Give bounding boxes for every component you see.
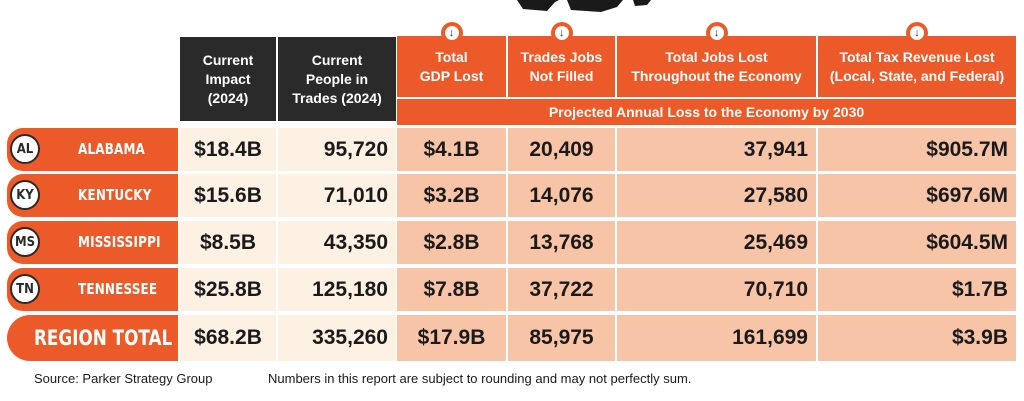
down-arrow-glyph: ↓ (554, 26, 569, 40)
table-cell: 37,941 (617, 128, 816, 171)
group-header: Projected Annual Loss to the Economy by … (397, 99, 1016, 125)
region-total-bar (7, 315, 178, 361)
column-header-line: Not Filled (529, 67, 594, 84)
table-cell: $3.2B (397, 174, 506, 217)
total-cell: 85,975 (508, 315, 615, 361)
state-name: KENTUCKY (78, 186, 152, 204)
table-cell: 71,010 (278, 174, 396, 217)
region-total-label: REGION TOTAL (34, 326, 173, 350)
table-cell: $1.7B (818, 268, 1016, 311)
total-cell: $3.9B (818, 315, 1016, 361)
down-arrow-icon: ↓ (440, 22, 463, 44)
table-cell: 25,469 (617, 221, 816, 264)
state-name: ALABAMA (78, 140, 146, 158)
table-cell: 20,409 (508, 128, 615, 171)
table-cell: 125,180 (278, 268, 396, 311)
table-cell: 27,580 (617, 174, 816, 217)
column-header-line: Impact (205, 70, 251, 87)
source-note: Source: Parker Strategy Group (34, 371, 213, 386)
total-cell: $68.2B (180, 315, 276, 361)
column-header-line: Total Tax Revenue Lost (839, 48, 995, 65)
column-header: Total Tax Revenue Lost (Local, State, and… (818, 36, 1016, 97)
down-arrow-icon: ↓ (705, 22, 728, 44)
column-header-line: Trades (2024) (292, 89, 382, 106)
table-cell: $7.8B (397, 268, 506, 311)
column-header: Total GDP Lost (397, 36, 506, 97)
column-header-line: People in (305, 70, 369, 87)
column-header-line: (2024) (207, 89, 249, 106)
total-cell: $17.9B (397, 315, 506, 361)
down-arrow-glyph: ↓ (709, 26, 724, 40)
total-cell: 161,699 (617, 315, 816, 361)
column-header-line: Throughout the Economy (631, 67, 802, 84)
rounding-note: Numbers in this report are subject to ro… (268, 371, 692, 386)
table-cell: $2.8B (397, 221, 506, 264)
table-cell: $18.4B (180, 128, 276, 171)
table-cell: 70,710 (617, 268, 816, 311)
state-abbreviation-badge: AL (10, 134, 40, 164)
top-decoration (517, 0, 651, 12)
state-abbreviation-badge: TN (10, 274, 40, 304)
table-cell: 43,350 (278, 221, 396, 264)
down-arrow-icon: ↓ (906, 22, 928, 44)
total-cell: 335,260 (278, 315, 396, 361)
table-cell: $905.7M (818, 128, 1016, 171)
column-header-line: Current (202, 51, 254, 68)
table-cell: $4.1B (397, 128, 506, 171)
table-cell: 13,768 (508, 221, 615, 264)
column-header-line: Total Jobs Lost (665, 48, 768, 65)
column-header-line: Total (435, 48, 468, 65)
table-cell: 95,720 (278, 128, 396, 171)
column-header-line: (Local, State, and Federal) (829, 67, 1005, 84)
column-header: Current Impact (2024) (180, 37, 276, 121)
table-cell: $697.6M (818, 174, 1016, 217)
down-arrow-glyph: ↓ (444, 26, 459, 40)
column-header-line: GDP Lost (419, 67, 484, 84)
column-header-line: Trades Jobs (520, 48, 603, 65)
state-abbreviation-badge: MS (10, 227, 40, 257)
table-cell: $15.6B (180, 174, 276, 217)
column-header: Total Jobs Lost Throughout the Economy (617, 36, 816, 97)
down-arrow-glyph: ↓ (910, 26, 924, 40)
state-name: MISSISSIPPI (78, 233, 161, 251)
state-abbreviation-badge: KY (10, 180, 40, 210)
state-name: TENNESSEE (78, 280, 158, 298)
table-cell: 14,076 (508, 174, 615, 217)
table-cell: $25.8B (180, 268, 276, 311)
column-header-line: Current (311, 51, 363, 68)
column-header: Current People in Trades (2024) (278, 37, 396, 121)
down-arrow-icon: ↓ (550, 22, 573, 44)
table-cell: $8.5B (180, 221, 276, 264)
table-cell: 37,722 (508, 268, 615, 311)
column-header: Trades Jobs Not Filled (508, 36, 615, 97)
table-cell: $604.5M (818, 221, 1016, 264)
